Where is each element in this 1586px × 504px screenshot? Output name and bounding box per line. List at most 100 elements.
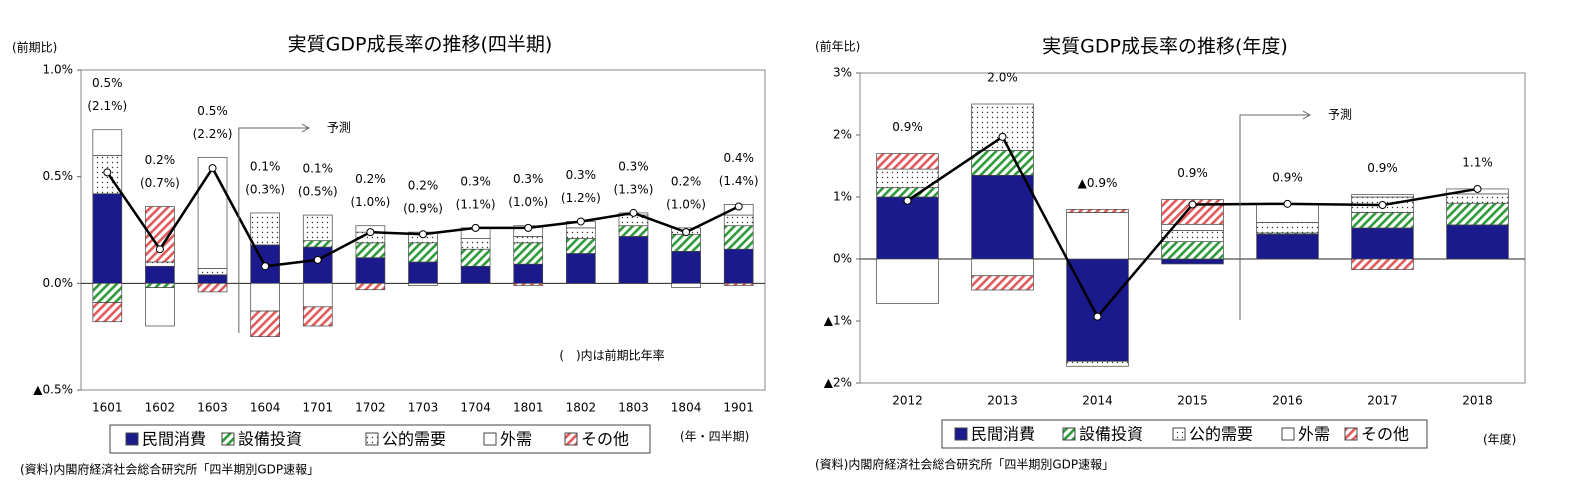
bar-segment: [197, 157, 228, 269]
bar-segment: [250, 282, 280, 312]
annualized-label: (1.3%): [614, 182, 654, 196]
bar-segment: [250, 212, 280, 246]
bar-segment: [460, 265, 491, 284]
line-marker: [903, 196, 912, 205]
line-marker: [998, 132, 1007, 141]
line-marker: [524, 223, 533, 232]
bar-segment: [876, 153, 939, 170]
line-marker: [1378, 201, 1387, 210]
line-marker: [103, 168, 112, 177]
y-tick-label: ▲1%: [824, 314, 852, 328]
line-marker: [1188, 200, 1197, 209]
x-tick-label: 1901: [723, 401, 754, 415]
x-tick-label: 1703: [408, 401, 439, 415]
bar-segment: [1351, 227, 1414, 260]
plot-frame: [80, 69, 766, 391]
legend-swatch: [1062, 427, 1076, 441]
bar-segment: [302, 282, 333, 308]
bar-segment: [1066, 212, 1129, 260]
legend-label: 外需: [1298, 425, 1330, 444]
legend-label: 公的需要: [382, 430, 446, 449]
x-axis-label: (年度): [1483, 432, 1516, 447]
annualized-label: (1.0%): [508, 195, 548, 209]
legend-swatch: [483, 432, 497, 446]
x-tick-label: 1603: [197, 401, 228, 415]
value-label: 0.3%: [566, 168, 597, 182]
bar-segment: [460, 248, 491, 267]
annualized-label: (0.9%): [403, 202, 443, 216]
x-tick-label: 2017: [1367, 394, 1398, 408]
bar-segment: [250, 310, 280, 338]
line-marker: [682, 228, 691, 237]
bar-segment: [566, 227, 596, 239]
legend-label: 民間消費: [142, 430, 206, 449]
bar-segment: [460, 238, 491, 250]
note: ( )内は前期比年率: [559, 348, 664, 363]
bar-segment: [618, 225, 649, 237]
bar-segment: [302, 306, 333, 327]
legend-label: 外需: [500, 430, 532, 449]
value-label: 0.2%: [671, 174, 702, 188]
bar-segment: [876, 196, 939, 260]
bar-segment: [1066, 360, 1129, 367]
bar-segment: [1066, 209, 1129, 213]
x-tick-label: 1804: [671, 401, 702, 415]
forecast-arrow: [1239, 110, 1312, 320]
legend-box: [109, 424, 651, 454]
legend-label: その他: [581, 430, 629, 449]
bar-segment: [876, 258, 939, 304]
bar-segment: [355, 282, 386, 291]
value-label: 0.2%: [145, 153, 176, 167]
value-label: 0.1%: [250, 159, 281, 173]
bar-segment: [723, 225, 754, 250]
bar-segment: [1351, 212, 1414, 229]
bar-segment: [302, 246, 333, 284]
y-tick-label: 0.5%: [43, 169, 74, 183]
line-marker: [576, 217, 585, 226]
y-tick-label: ▲2%: [824, 376, 852, 390]
legend-swatch: [1172, 427, 1186, 441]
legend-swatch: [954, 427, 968, 441]
forecast-label: 予測: [327, 121, 351, 135]
bar-segment: [1446, 202, 1509, 226]
bar-segment: [971, 275, 1034, 291]
bar-segment: [197, 282, 228, 293]
annualized-label: (1.4%): [719, 174, 759, 188]
legend-swatch: [564, 432, 578, 446]
bar-segment: [671, 250, 701, 284]
value-label: 0.3%: [513, 172, 544, 186]
line-marker: [734, 202, 743, 211]
bar-segment: [302, 214, 333, 242]
line-marker: [1473, 184, 1482, 193]
bar-segment: [197, 268, 228, 276]
bar-segment: [671, 233, 701, 252]
bar-segment: [566, 253, 596, 284]
x-tick-label: 1604: [250, 401, 281, 415]
bar-segment: [723, 248, 754, 284]
bar-segment: [1161, 230, 1224, 242]
legend-label: 民間消費: [971, 425, 1035, 444]
bar-segment: [145, 287, 175, 327]
value-label: 0.9%: [1272, 170, 1303, 184]
bar-segment: [723, 282, 754, 286]
source-note: (資料)内閣府経済社会総合研究所「四半期別GDP速報」: [815, 457, 1114, 472]
value-label: 1.1%: [1462, 155, 1493, 169]
bar-segment: [408, 282, 438, 286]
bar-segment: [92, 282, 123, 303]
value-label: 0.5%: [197, 104, 228, 118]
legend-swatch: [365, 432, 379, 446]
bar-segment: [92, 193, 123, 284]
bar-segment: [92, 129, 123, 156]
value-label: 0.5%: [92, 76, 123, 90]
legend-swatch: [1281, 427, 1295, 441]
bar-segment: [566, 238, 596, 254]
x-tick-label: 1802: [566, 401, 597, 415]
annualized-label: (0.5%): [298, 185, 338, 199]
bar-segment: [971, 103, 1034, 151]
bar-segment: [145, 265, 175, 284]
bar-segment: [513, 242, 544, 265]
bar-segment: [92, 302, 123, 323]
y-tick-label: 1.0%: [43, 63, 74, 77]
bar-segment: [1256, 222, 1319, 234]
